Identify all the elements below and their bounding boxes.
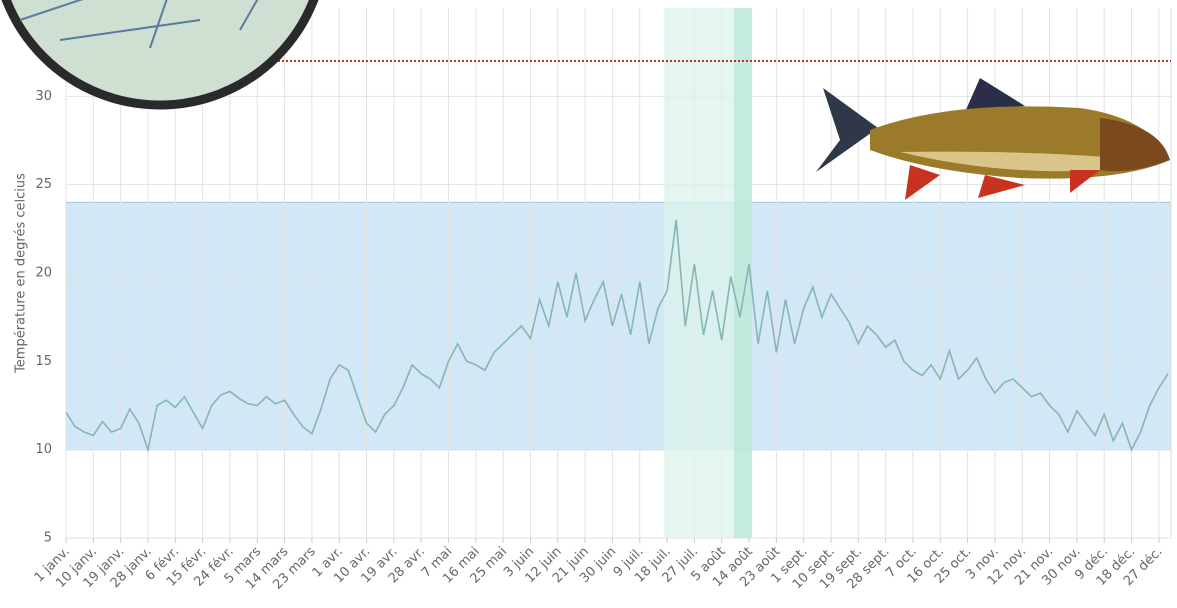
map-roads (19, 0, 259, 49)
y-tick-label: 20 (35, 266, 52, 281)
period-band (733, 8, 753, 538)
y-tick-label: 25 (35, 177, 52, 192)
y-tick-label: 5 (44, 531, 52, 546)
fish-fin (978, 175, 1025, 198)
fish-fin (1070, 170, 1100, 193)
map-lens (1, 0, 319, 110)
lens-rim (1, 0, 319, 110)
temperature-line (65, 219, 1169, 453)
comfort-band (65, 201, 1172, 451)
fish-belly (900, 151, 1140, 172)
fish-illustration (816, 78, 1170, 200)
fish-fin (905, 165, 940, 200)
y-tick-label: 30 (35, 89, 52, 104)
y-axis-label: Température en degrés celcius (14, 173, 29, 374)
fish-dorsal (965, 78, 1025, 112)
fish-tail (816, 88, 878, 172)
y-tick-label: 10 (35, 442, 52, 457)
fish-head (1100, 118, 1170, 172)
y-tick-label: 15 (35, 354, 52, 369)
